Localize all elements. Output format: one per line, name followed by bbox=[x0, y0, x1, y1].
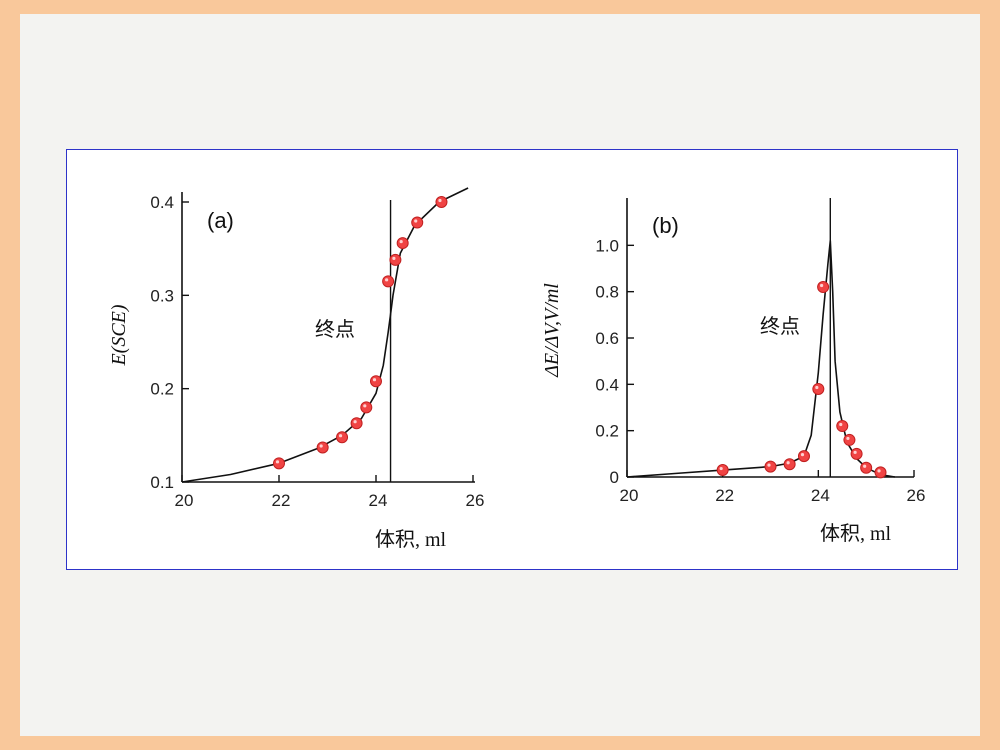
data-point-highlight bbox=[385, 278, 389, 282]
x-tick-label: 26 bbox=[466, 491, 485, 510]
y-tick-label: 0 bbox=[610, 468, 619, 487]
data-point bbox=[382, 275, 395, 288]
data-point-highlight bbox=[863, 464, 867, 468]
fitted-curve bbox=[181, 187, 469, 483]
data-point bbox=[843, 433, 856, 446]
y-tick-label: 0.2 bbox=[150, 380, 174, 399]
data-point bbox=[812, 382, 825, 395]
data-point bbox=[783, 458, 796, 471]
data-point-highlight bbox=[846, 436, 850, 441]
chart-b: 20 22 24 26 0 0.2 0.4 0.6 0.8 1.0 (b) 终点 ΔE/ΔV,V/ml 体… bbox=[541, 198, 925, 545]
data-point bbox=[396, 237, 409, 250]
x-tick-label: 24 bbox=[811, 486, 830, 505]
y-tick-label: 0.4 bbox=[150, 193, 174, 212]
data-point-highlight bbox=[877, 469, 881, 473]
data-point-highlight bbox=[353, 420, 357, 424]
data-point bbox=[797, 450, 810, 463]
figure-frame bbox=[66, 149, 958, 570]
y-tick-label: 0.2 bbox=[595, 422, 619, 441]
data-point-highlight bbox=[319, 444, 323, 448]
data-point-highlight bbox=[786, 461, 790, 465]
x-tick-label: 20 bbox=[620, 486, 639, 505]
data-point bbox=[860, 461, 873, 474]
data-point-highlight bbox=[815, 385, 819, 390]
data-point bbox=[370, 375, 382, 388]
chart-a: 20 22 24 26 0.1 0.2 0.3 0.4 (a) 终点 E(SCE) 体积, ml bbox=[108, 187, 485, 551]
data-point bbox=[817, 281, 830, 294]
x-tick-label: 26 bbox=[907, 486, 926, 505]
data-point bbox=[273, 457, 285, 470]
endpoint-annotation: 终点 bbox=[315, 317, 355, 341]
y-axis-title: ΔE/ΔV,V/ml bbox=[541, 283, 563, 378]
data-point-highlight bbox=[372, 378, 377, 382]
data-point-highlight bbox=[363, 404, 367, 408]
data-point bbox=[716, 464, 729, 477]
y-tick-label: 0.3 bbox=[150, 286, 174, 305]
data-point bbox=[336, 431, 349, 444]
data-point-highlight bbox=[414, 219, 418, 223]
y-tick-label: 1.0 bbox=[595, 236, 619, 255]
data-point-highlight bbox=[392, 256, 396, 260]
data-point bbox=[850, 447, 863, 460]
x-axis-title: 体积, ml bbox=[820, 522, 892, 545]
data-point bbox=[411, 216, 424, 229]
data-point bbox=[836, 420, 849, 433]
data-point bbox=[874, 466, 887, 479]
data-point-highlight bbox=[820, 283, 824, 288]
data-point-highlight bbox=[719, 466, 723, 471]
y-axis-title: E(SCE) bbox=[108, 304, 130, 366]
x-tick-label: 20 bbox=[175, 491, 194, 510]
panel-label: (b) bbox=[652, 213, 679, 238]
y-tick-label: 0.8 bbox=[595, 283, 619, 302]
data-point-highlight bbox=[800, 453, 805, 457]
panel-label: (a) bbox=[207, 208, 234, 233]
data-point bbox=[435, 196, 448, 208]
data-point-highlight bbox=[853, 450, 857, 454]
data-point bbox=[360, 401, 373, 414]
data-point-highlight bbox=[438, 198, 442, 203]
data-point bbox=[316, 441, 329, 454]
data-point-highlight bbox=[767, 463, 771, 467]
x-tick-label: 22 bbox=[715, 486, 734, 505]
y-tick-label: 0.4 bbox=[595, 375, 619, 394]
x-tick-label: 24 bbox=[369, 491, 388, 510]
data-point-highlight bbox=[839, 422, 843, 427]
y-tick-label: 0.6 bbox=[595, 329, 619, 348]
data-point-highlight bbox=[338, 434, 343, 438]
data-point bbox=[389, 253, 402, 266]
data-point-highlight bbox=[275, 460, 280, 464]
endpoint-annotation: 终点 bbox=[760, 314, 800, 338]
data-point bbox=[764, 460, 777, 473]
x-axis-title: 体积, ml bbox=[375, 528, 447, 551]
x-tick-label: 22 bbox=[272, 491, 291, 510]
data-point bbox=[350, 417, 363, 430]
data-point-highlight bbox=[399, 239, 403, 244]
y-tick-label: 0.1 bbox=[150, 473, 174, 492]
